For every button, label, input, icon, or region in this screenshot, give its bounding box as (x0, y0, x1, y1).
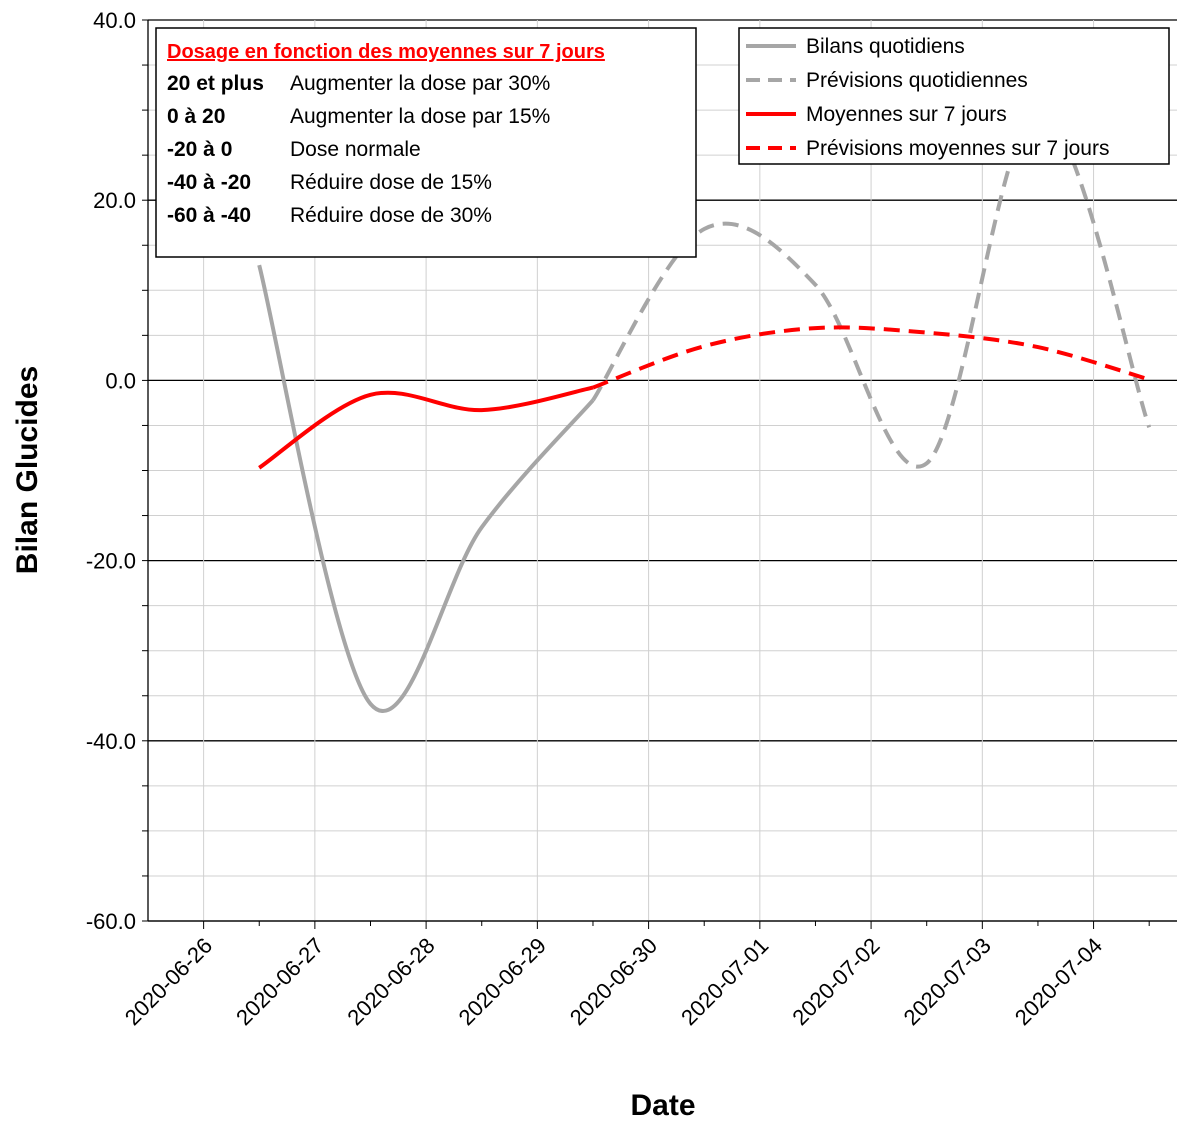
x-tick-label: 2020-06-30 (565, 933, 662, 1030)
y-tick-label: 0.0 (105, 368, 136, 393)
dosage-rule-action: Réduire dose de 15% (290, 171, 492, 194)
series-line-bilans-quotidiens (257, 264, 595, 713)
dosage-rule-action: Augmenter la dose par 15% (290, 105, 550, 128)
series-line-moyennes-sur-7-jours (258, 385, 594, 470)
dosage-rule-range: -60 à -40 (167, 204, 251, 227)
legend-label-bilans-quotidiens: Bilans quotidiens (806, 35, 965, 58)
y-axis-title: Bilan Glucides (11, 366, 44, 574)
x-tick-label: 2020-06-26 (120, 933, 217, 1030)
y-tick-label: 40.0 (93, 8, 136, 33)
dosage-rule-range: -20 à 0 (167, 138, 232, 161)
x-tick-label: 2020-06-27 (231, 933, 328, 1030)
dosage-rules-box: Dosage en fonction des moyennes sur 7 jo… (155, 27, 697, 258)
y-tick-label: 20.0 (93, 188, 136, 213)
y-tick-label: -60.0 (86, 909, 136, 934)
axes (142, 19, 1177, 929)
x-tick-label: 2020-07-04 (1010, 933, 1107, 1030)
y-tick-label: -40.0 (86, 729, 136, 754)
dosage-rule-range: 20 et plus (167, 72, 264, 95)
dosage-rule-range: -40 à -20 (167, 171, 251, 194)
dosage-rule-range: 0 à 20 (167, 105, 225, 128)
x-tick-label: 2020-06-28 (342, 933, 439, 1030)
legend-label-previsions-moyennes-sur-7-jours: Prévisions moyennes sur 7 jours (806, 137, 1109, 160)
x-tick-label: 2020-06-29 (454, 933, 551, 1030)
x-axis-title: Date (630, 1089, 695, 1122)
dosage-rule-action: Réduire dose de 30% (290, 204, 492, 227)
x-tick-label: 2020-07-03 (899, 933, 996, 1030)
x-tick-label: 2020-07-01 (676, 933, 773, 1030)
legend-label-previsions-quotidiennes: Prévisions quotidiennes (806, 69, 1028, 92)
dosage-rules-title: Dosage en fonction des moyennes sur 7 jo… (167, 41, 605, 63)
dosage-rule-action: Dose normale (290, 138, 421, 161)
legend: Bilans quotidiens Prévisions quotidiennes… (738, 27, 1170, 165)
x-tick-label: 2020-07-02 (787, 933, 884, 1030)
y-tick-label: -20.0 (86, 549, 136, 574)
series-line-previsions-moyennes-sur-7-jours (592, 325, 1150, 390)
dosage-rule-action: Augmenter la dose par 30% (290, 72, 550, 95)
legend-label-moyennes-sur-7-jours: Moyennes sur 7 jours (806, 103, 1007, 126)
